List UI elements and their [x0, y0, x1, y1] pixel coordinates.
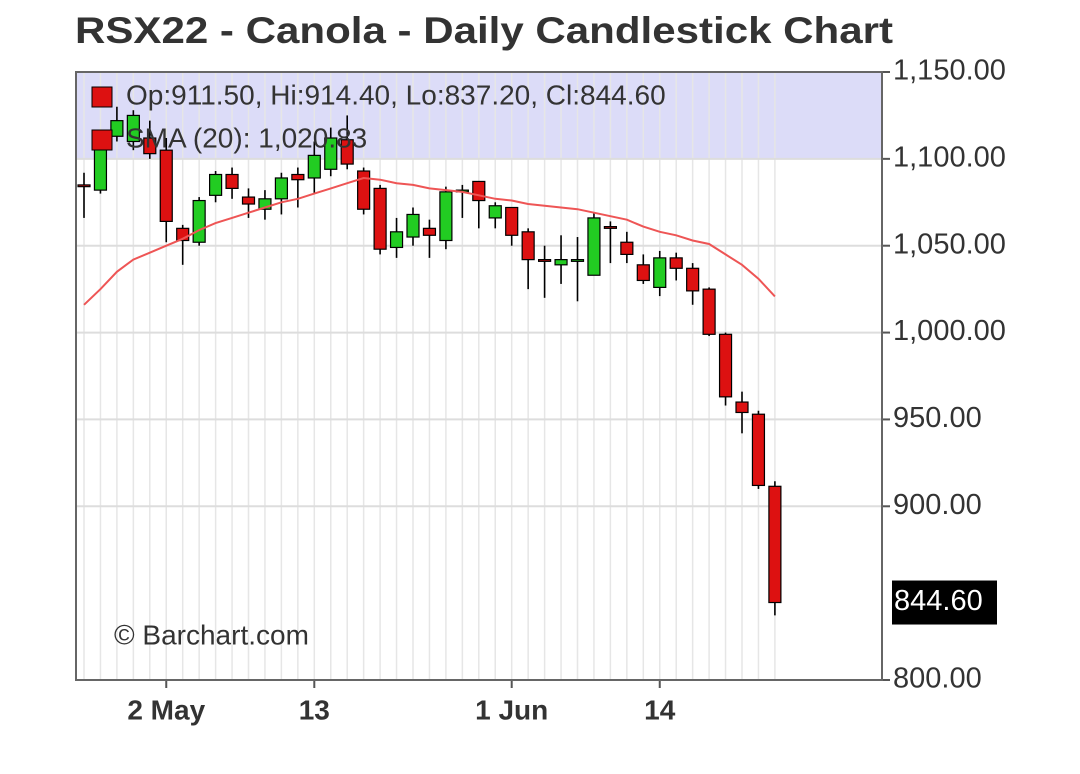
candle-body — [291, 173, 305, 181]
candle-body — [603, 226, 618, 229]
x-tick-label: 14 — [644, 694, 676, 725]
candle-body — [110, 120, 124, 137]
candle-body — [274, 177, 288, 200]
candle-body — [653, 257, 667, 289]
watermark: © Barchart.com — [114, 619, 309, 650]
y-tick-label: 1,150.00 — [893, 55, 1006, 87]
candle-body — [209, 173, 223, 196]
candle-body — [357, 170, 371, 210]
candle-body — [537, 259, 552, 262]
candle-body — [488, 205, 502, 219]
candle-body — [751, 413, 766, 487]
y-tick-label: 900.00 — [893, 489, 982, 521]
candle-body — [422, 227, 437, 236]
candle-body — [554, 259, 568, 266]
candle-body — [472, 180, 486, 202]
candle-body — [768, 485, 782, 604]
candle-body — [686, 267, 700, 292]
candle-body — [143, 137, 157, 155]
candle-body — [225, 173, 239, 189]
last-price-box — [892, 580, 997, 625]
candle-body — [241, 196, 256, 205]
y-tick-label: 1,000.00 — [893, 315, 1006, 347]
candle-body — [324, 137, 338, 170]
candle-body — [159, 149, 173, 222]
x-tick-label: 13 — [299, 694, 330, 725]
y-tick-label: 800.00 — [893, 663, 982, 695]
candle-body — [669, 257, 683, 269]
candle-body — [521, 231, 535, 261]
sma-line — [83, 176, 776, 306]
candle-body — [735, 401, 749, 414]
last-price-label: 844.60 — [894, 585, 983, 617]
candle-body — [406, 213, 420, 238]
x-tick-label: 2 May — [127, 694, 205, 725]
candle-body — [620, 241, 634, 256]
y-tick-label: 950.00 — [893, 402, 982, 434]
legend-label: Op:911.50, Hi:914.40, Lo:837.20, Cl:844.… — [126, 79, 666, 110]
candle-body — [636, 264, 650, 282]
y-tick-label: 1,050.00 — [893, 228, 1006, 260]
candle-body — [718, 333, 733, 398]
candle-body — [126, 114, 140, 143]
candle-body — [439, 191, 453, 242]
x-tick-label: 1 Jun — [475, 694, 548, 725]
plot-frame — [75, 71, 883, 681]
candle-body — [307, 154, 321, 179]
candle-body — [373, 187, 387, 250]
candle-body — [340, 139, 354, 165]
candle-body — [587, 217, 601, 276]
candle-body — [702, 288, 716, 335]
legend-marker — [91, 129, 113, 151]
candle-body — [258, 198, 272, 210]
candle-body — [192, 199, 206, 243]
candle-body — [77, 184, 91, 188]
legend-label: SMA (20): 1,020.83 — [126, 122, 367, 153]
legend-marker — [91, 86, 113, 108]
chart-title: RSX22 - Canola - Daily Candlestick Chart — [75, 10, 893, 51]
y-tick-label: 1,100.00 — [893, 142, 1006, 174]
candle-body — [389, 231, 404, 249]
candle-body — [505, 206, 519, 236]
candle-body — [570, 259, 585, 262]
